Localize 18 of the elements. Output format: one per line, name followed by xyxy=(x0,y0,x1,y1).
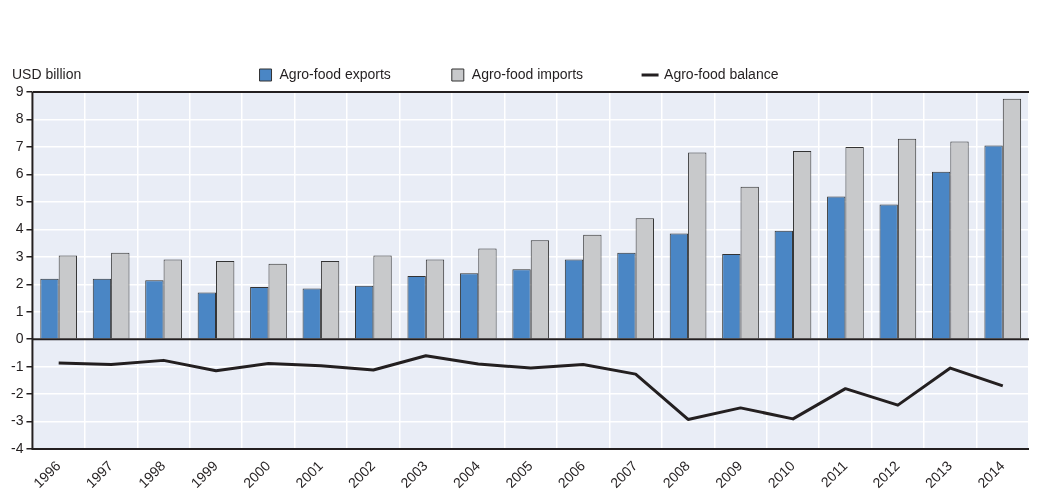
y-tick-label: 6 xyxy=(15,165,24,182)
legend-label: Agro-food imports xyxy=(471,65,584,82)
y-tick-label: 9 xyxy=(15,82,24,99)
y-tick-label: 4 xyxy=(15,220,24,237)
legend-label: Agro-food balance xyxy=(664,65,779,82)
y-tick-label: -2 xyxy=(11,385,24,402)
y-tick-label: 7 xyxy=(15,137,24,154)
y-tick-label: 2 xyxy=(15,275,24,292)
y-tick-label: -4 xyxy=(11,439,24,456)
y-tick-label: -3 xyxy=(11,412,24,429)
y-tick-label: 0 xyxy=(15,330,24,347)
y-tick-label: 1 xyxy=(15,302,24,319)
y-tick-label: 8 xyxy=(15,110,24,127)
y-axis-title: USD billion xyxy=(12,65,82,82)
y-tick-label: 3 xyxy=(15,247,24,264)
legend-label: Agro-food exports xyxy=(279,65,391,82)
y-tick-label: -1 xyxy=(11,357,24,374)
y-tick-label: 5 xyxy=(15,192,24,209)
